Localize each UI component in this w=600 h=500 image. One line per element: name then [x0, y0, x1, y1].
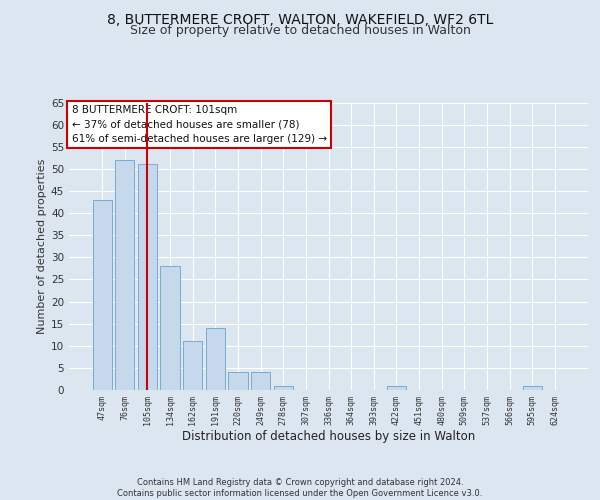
Text: Size of property relative to detached houses in Walton: Size of property relative to detached ho… [130, 24, 470, 37]
Bar [138, 164, 157, 390]
Bar [229, 372, 248, 390]
Bar [206, 328, 225, 390]
Bar [115, 160, 134, 390]
Bar [274, 386, 293, 390]
Bar [251, 372, 270, 390]
Text: 8 BUTTERMERE CROFT: 101sqm
← 37% of detached houses are smaller (78)
61% of semi: 8 BUTTERMERE CROFT: 101sqm ← 37% of deta… [71, 106, 327, 144]
X-axis label: Distribution of detached houses by size in Walton: Distribution of detached houses by size … [182, 430, 475, 444]
Bar [92, 200, 112, 390]
Bar [523, 386, 542, 390]
Text: Contains HM Land Registry data © Crown copyright and database right 2024.
Contai: Contains HM Land Registry data © Crown c… [118, 478, 482, 498]
Y-axis label: Number of detached properties: Number of detached properties [37, 158, 47, 334]
Bar [387, 386, 406, 390]
Text: 8, BUTTERMERE CROFT, WALTON, WAKEFIELD, WF2 6TL: 8, BUTTERMERE CROFT, WALTON, WAKEFIELD, … [107, 12, 493, 26]
Bar [160, 266, 180, 390]
Bar [183, 342, 202, 390]
